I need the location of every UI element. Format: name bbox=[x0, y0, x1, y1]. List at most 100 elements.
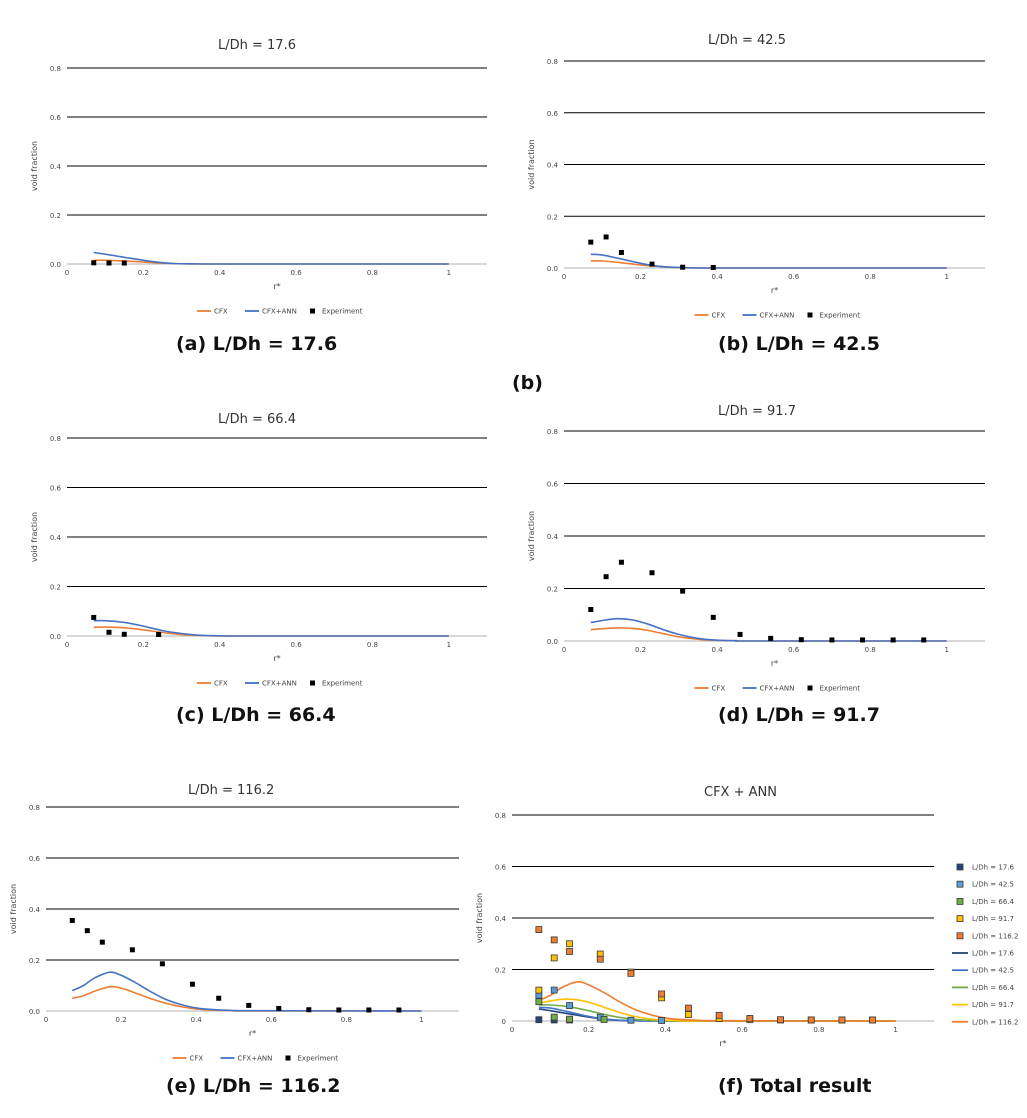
experiment-point bbox=[737, 631, 743, 637]
experiment-point bbox=[921, 637, 927, 643]
legend-label: CFX bbox=[190, 1055, 204, 1063]
experiment-point bbox=[396, 1007, 402, 1013]
experiment-point bbox=[189, 981, 195, 987]
legend-swatch bbox=[310, 308, 315, 314]
cfx-ann-line bbox=[590, 253, 947, 269]
experiment-point bbox=[649, 261, 655, 267]
data-point bbox=[535, 986, 543, 994]
x-tick-label: 0.4 bbox=[214, 641, 226, 649]
x-tick-label: 0.4 bbox=[660, 1026, 672, 1034]
cfx-ann-line bbox=[93, 251, 449, 265]
legend-label: CFX+ANN bbox=[262, 308, 297, 316]
y-tick-label: 0.6 bbox=[50, 114, 62, 122]
legend-swatch bbox=[807, 685, 813, 691]
x-tick-label: 0.6 bbox=[291, 641, 303, 649]
experiment-point bbox=[84, 928, 90, 934]
chart-caption-c: (c) L/Dh = 66.4 bbox=[176, 704, 336, 726]
experiment-point bbox=[69, 917, 75, 923]
experiment-point bbox=[216, 995, 222, 1001]
data-point bbox=[535, 926, 543, 933]
legend-label: L/Dh = 66.4 bbox=[972, 984, 1015, 992]
experiment-point bbox=[588, 239, 594, 245]
y-tick-label: 0.2 bbox=[547, 213, 558, 221]
legend-swatch bbox=[310, 680, 315, 686]
data-point bbox=[685, 1004, 692, 1012]
chart-panel-d: L/Dh = 91.7 0.0 0.2 0.4 0.6 0.8 0 0.2 0.4 0.6 0.8… bbox=[510, 400, 1020, 700]
x-tick-label: 0.6 bbox=[737, 1026, 749, 1034]
experiment-point bbox=[768, 635, 774, 641]
data-point bbox=[566, 1002, 573, 1009]
x-tick-label: 0.6 bbox=[788, 273, 800, 281]
legend-label: Experiment bbox=[298, 1055, 339, 1063]
legend-label: CFX+ANN bbox=[262, 680, 297, 688]
legend-label: L/Dh = 116.2 bbox=[972, 932, 1018, 940]
x-tick-label: 0.4 bbox=[712, 273, 724, 281]
chart-plot-b: 0.0 0.2 0.4 0.6 0.8 0 0.2 0.4 0.6 0.8 1 r* void frac… bbox=[527, 58, 985, 320]
y-tick-label: 0.8 bbox=[547, 428, 558, 436]
chart-caption-a: (a) L/Dh = 17.6 bbox=[176, 333, 338, 355]
experiment-point bbox=[710, 264, 716, 270]
x-tick-label: 1 bbox=[944, 273, 948, 281]
data-point bbox=[596, 955, 604, 963]
x-tick-label: 0.2 bbox=[583, 1026, 594, 1034]
y-tick-label: 0.4 bbox=[50, 163, 62, 171]
legend-swatch bbox=[807, 312, 813, 318]
x-tick-label: 1 bbox=[419, 1016, 423, 1024]
data-point bbox=[566, 1015, 573, 1023]
y-tick-label: 0.8 bbox=[50, 65, 61, 73]
y-tick-label: 0.2 bbox=[495, 967, 506, 975]
x-tick-label: 1 bbox=[447, 641, 451, 649]
experiment-point bbox=[91, 260, 97, 266]
legend-label: Experiment bbox=[322, 308, 363, 316]
data-point bbox=[838, 1016, 846, 1024]
legend-label: CFX+ANN bbox=[760, 312, 795, 320]
x-tick-label: 1 bbox=[944, 646, 948, 654]
x-tick-label: 0.6 bbox=[788, 646, 800, 654]
y-tick-label: 0.4 bbox=[50, 534, 62, 542]
y-tick-label: 0 bbox=[502, 1018, 506, 1026]
chart-caption-f: (f) Total result bbox=[718, 1075, 872, 1097]
legend-swatch bbox=[956, 932, 964, 940]
legend-label: L/Dh = 42.5 bbox=[972, 881, 1014, 889]
chart-panel-c: L/Dh = 66.4 0.0 0.2 0.4 0.6 0.8 0 0.2 0.4 0.6 0.8… bbox=[0, 400, 500, 700]
data-point bbox=[658, 990, 666, 998]
x-axis-label: r* bbox=[771, 286, 778, 295]
legend-label: L/Dh = 17.6 bbox=[972, 950, 1015, 958]
data-point bbox=[777, 1016, 784, 1024]
y-tick-label: 0.8 bbox=[50, 435, 61, 443]
x-tick-label: 0.2 bbox=[635, 273, 646, 281]
data-point bbox=[627, 969, 635, 977]
chart-panel-b: L/Dh = 42.5 0.0 0.2 0.4 0.6 0.8 0 0.2 0.4 0.6 0.8… bbox=[510, 30, 1020, 330]
y-tick-label: 0.2 bbox=[29, 957, 40, 965]
y-axis-label: void fraction bbox=[30, 141, 39, 191]
chart-title: L/Dh = 116.2 bbox=[188, 783, 275, 798]
chart-caption-b: (b) L/Dh = 42.5 bbox=[718, 333, 880, 355]
x-axis-label: r* bbox=[273, 654, 280, 663]
x-tick-label: 0.2 bbox=[138, 269, 149, 277]
data-point bbox=[627, 1016, 635, 1024]
data-point bbox=[550, 1013, 558, 1021]
experiment-point bbox=[106, 629, 112, 635]
legend-swatch bbox=[956, 915, 964, 923]
chart-plot-e: 0.0 0.2 0.4 0.6 0.8 0 0.2 0.4 0.6 0.8 1 r* void frac… bbox=[9, 804, 459, 1063]
legend-swatch bbox=[285, 1055, 291, 1061]
y-tick-label: 0.6 bbox=[495, 864, 507, 872]
legend-label: Experiment bbox=[820, 312, 861, 320]
data-point bbox=[535, 1016, 543, 1024]
legend-label: CFX bbox=[214, 680, 228, 688]
chart-title: L/Dh = 91.7 bbox=[718, 404, 796, 419]
y-tick-label: 0.0 bbox=[29, 1008, 40, 1016]
x-tick-label: 0 bbox=[562, 273, 566, 281]
legend-label: CFX bbox=[214, 308, 228, 316]
x-tick-label: 0.4 bbox=[712, 646, 724, 654]
x-axis-label: r* bbox=[273, 282, 280, 291]
legend-label: L/Dh = 42.5 bbox=[972, 967, 1014, 975]
x-tick-label: 0 bbox=[65, 269, 69, 277]
y-tick-label: 0.2 bbox=[50, 212, 61, 220]
experiment-point bbox=[246, 1002, 252, 1008]
experiment-point bbox=[890, 637, 896, 643]
experiment-point bbox=[649, 570, 655, 576]
legend-label: Experiment bbox=[820, 685, 861, 693]
experiment-point bbox=[860, 637, 866, 643]
data-point bbox=[550, 936, 558, 944]
